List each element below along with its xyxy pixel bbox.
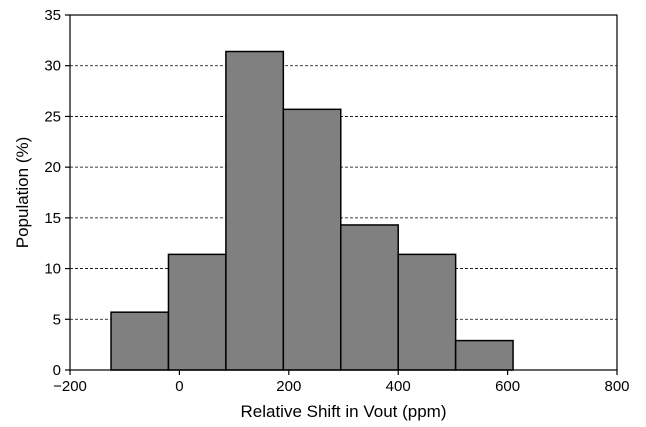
histogram-bar-6 <box>454 339 514 371</box>
x-axis-title: Relative Shift in Vout (ppm) <box>241 402 447 421</box>
y-tick-label-0: 0 <box>53 362 61 379</box>
histogram-bar-3 <box>282 108 342 371</box>
y-tick-label-3: 15 <box>44 210 61 227</box>
x-tick-label-5: 800 <box>604 378 629 395</box>
x-tick-label-4: 600 <box>495 378 520 395</box>
plot-frame <box>69 14 618 371</box>
y-tick-label-6: 30 <box>44 58 61 75</box>
x-tick-label-0: −200 <box>53 378 87 395</box>
y-axis-title: Population (%) <box>13 137 32 249</box>
histogram-bar-4 <box>340 224 399 371</box>
y-tick-label-7: 35 <box>44 7 61 24</box>
y-tick-label-1: 5 <box>53 311 61 328</box>
histogram-bar-0 <box>110 311 170 371</box>
x-axis-ticks: −200 0 200 400 600 800 <box>53 370 630 395</box>
y-axis-ticks: 0 5 10 15 20 25 30 35 <box>44 7 70 379</box>
y-tick-label-4: 20 <box>44 159 61 176</box>
grid-lines <box>70 65 617 320</box>
histogram-bars <box>110 50 514 371</box>
y-tick-label-5: 25 <box>44 108 61 125</box>
x-tick-label-3: 400 <box>386 378 411 395</box>
y-tick-label-2: 10 <box>44 261 61 278</box>
histogram-bar-5 <box>397 253 457 371</box>
x-tick-label-2: 200 <box>276 378 301 395</box>
histogram-bar-1 <box>167 253 227 371</box>
x-tick-label-1: 0 <box>175 378 183 395</box>
histogram-bar-2 <box>225 50 285 371</box>
